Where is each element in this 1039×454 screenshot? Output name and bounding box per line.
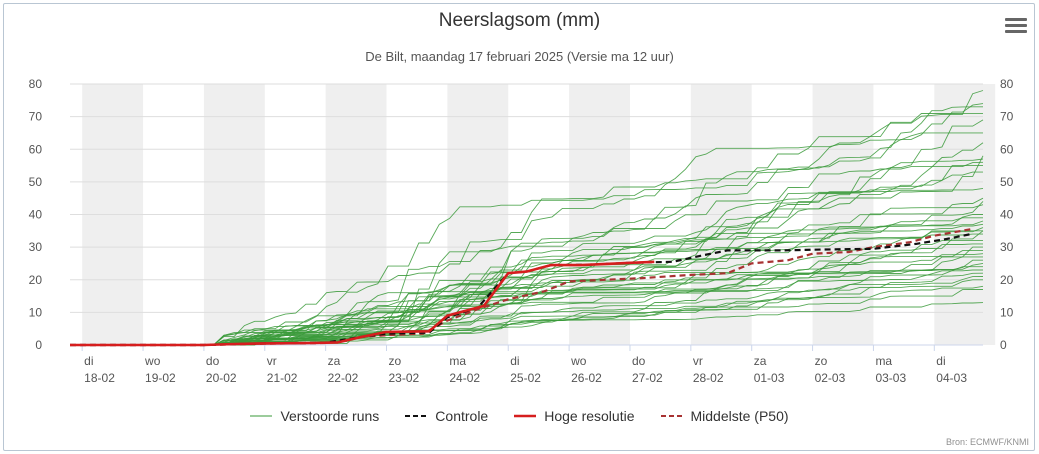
y-tick-label-left: 60 (29, 142, 43, 156)
legend-item-verstoorde-runs[interactable]: Verstoorde runs (250, 408, 379, 424)
y-tick-label-left: 0 (35, 338, 42, 352)
x-tick-label-date: 03-03 (875, 371, 906, 385)
x-tick-label-date: 20-02 (206, 371, 237, 385)
x-tick-label-day: za (328, 354, 341, 368)
x-tick-label-date: 02-03 (815, 371, 846, 385)
y-tick-label-left: 80 (29, 77, 43, 91)
precipitation-chart: 0 0 10 10 20 20 30 30 40 40 50 50 60 60 70 70 80 80 di 18-0… (29, 77, 1014, 385)
y-tick-label-right: 20 (1000, 273, 1014, 287)
y-tick-label-right: 70 (1000, 110, 1014, 124)
x-tick-label-day: ma (449, 354, 466, 368)
y-tick-label-right: 80 (1000, 77, 1014, 91)
legend-line-solid-icon (514, 414, 537, 418)
y-tick-label-right: 50 (1000, 175, 1014, 189)
x-tick-label-day: za (754, 354, 767, 368)
x-tick-label-date: 28-02 (693, 371, 724, 385)
y-tick-label-left: 50 (29, 175, 43, 189)
x-tick-label-day: zo (389, 354, 402, 368)
ensemble-run-line (70, 289, 983, 346)
x-tick-label-day: di (510, 354, 519, 368)
x-tick-label-day: zo (815, 354, 828, 368)
x-tick-label-day: wo (570, 354, 587, 368)
chart-legend: Verstoorde runs Controle Hoge resolutie … (0, 408, 1039, 424)
legend-item-hoge-resolutie[interactable]: Hoge resolutie (514, 408, 635, 424)
y-tick-label-left: 40 (29, 208, 43, 222)
source-credit: Bron: ECMWF/KNMI (945, 437, 1029, 447)
x-tick-label-day: vr (267, 354, 277, 368)
y-tick-label-right: 0 (1000, 338, 1007, 352)
y-tick-label-right: 30 (1000, 240, 1014, 254)
x-tick-label-day: wo (144, 354, 161, 368)
x-tick-label-day: vr (693, 354, 703, 368)
x-tick-label-date: 04-03 (936, 371, 967, 385)
y-tick-label-left: 10 (29, 305, 43, 319)
legend-line-dashed-icon (660, 415, 683, 417)
legend-label: Verstoorde runs (280, 408, 380, 424)
y-tick-label-left: 30 (29, 240, 43, 254)
y-tick-label-right: 40 (1000, 208, 1014, 222)
x-tick-label-date: 23-02 (389, 371, 420, 385)
x-tick-label-date: 01-03 (754, 371, 785, 385)
legend-label: Controle (435, 408, 489, 424)
y-tick-label-left: 70 (29, 110, 43, 124)
legend-item-controle[interactable]: Controle (405, 408, 488, 424)
legend-label: Middelste (P50) (690, 408, 789, 424)
ensemble-run-line (70, 187, 984, 346)
x-tick-label-date: 18-02 (84, 371, 115, 385)
legend-label: Hoge resolutie (544, 408, 635, 424)
hamburger-menu-icon[interactable] (1005, 18, 1027, 36)
y-tick-label-right: 60 (1000, 142, 1014, 156)
x-tick-label-date: 19-02 (145, 371, 176, 385)
legend-line-dashed-icon (405, 415, 428, 417)
x-tick-label-date: 22-02 (328, 371, 359, 385)
x-tick-label-day: do (206, 354, 220, 368)
x-tick-label-day: do (632, 354, 646, 368)
legend-item-middelste-p50[interactable]: Middelste (P50) (660, 408, 789, 424)
chart-subtitle: De Bilt, maandag 17 februari 2025 (Versi… (365, 49, 674, 64)
x-tick-label-day: di (936, 354, 945, 368)
ensemble-run-line (70, 230, 984, 346)
x-tick-label-date: 24-02 (449, 371, 480, 385)
legend-line-thin-icon (250, 415, 273, 417)
x-tick-label-date: 21-02 (267, 371, 298, 385)
y-tick-label-right: 10 (1000, 305, 1014, 319)
x-tick-label-day: di (84, 354, 93, 368)
x-tick-label-day: ma (875, 354, 892, 368)
series-line-hoge-resolutie (70, 260, 655, 347)
x-tick-label-date: 26-02 (571, 371, 602, 385)
x-tick-label-date: 27-02 (632, 371, 663, 385)
x-tick-label-date: 25-02 (510, 371, 541, 385)
y-tick-label-left: 20 (29, 273, 43, 287)
chart-title: Neerslagsom (mm) (438, 10, 601, 31)
